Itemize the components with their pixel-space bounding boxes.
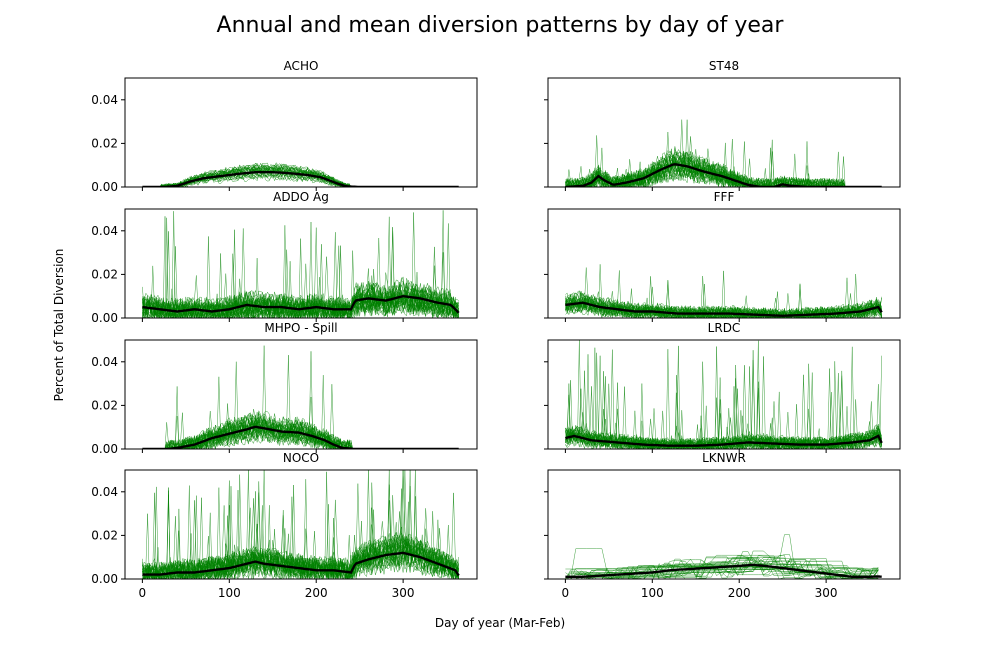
y-tick-label: 0.00 — [91, 311, 118, 325]
annual-series-line — [565, 551, 879, 579]
annual-series-line — [142, 174, 459, 187]
annual-series-line — [565, 564, 879, 579]
y-tick-label: 0.02 — [91, 528, 118, 542]
mean-series-line — [565, 434, 883, 447]
panel-frame — [547, 469, 901, 580]
panel-frame — [124, 77, 478, 188]
x-axis-label: Day of year (Mar-Feb) — [435, 616, 565, 630]
y-tick-label: 0.00 — [91, 442, 118, 456]
annual-series-line — [142, 172, 459, 187]
x-tick-label: 0 — [139, 586, 147, 600]
panel-frame — [547, 77, 901, 188]
figure-title: Annual and mean diversion patterns by da… — [217, 13, 785, 38]
panel-title: LKNWR — [702, 451, 746, 465]
panel-title: LRDC — [708, 321, 741, 335]
mean-series-line — [142, 171, 459, 187]
annual-series-line — [565, 557, 879, 579]
y-tick-label: 0.00 — [91, 572, 118, 586]
mean-series-line — [565, 163, 882, 187]
y-tick-label: 0.02 — [91, 136, 118, 150]
panel-st48: ST48 — [544, 59, 901, 191]
panel-mhpo-spill: 0.00 0.02 0.04 MHPO - Spill — [91, 321, 478, 456]
panel-addo-ag: 0.00 0.02 0.04 ADDO Ag — [91, 190, 478, 325]
annual-lines — [142, 470, 459, 579]
annual-series-line — [142, 275, 459, 318]
annual-series-line — [142, 217, 459, 318]
y-axis-label: Percent of Total Diversion — [52, 249, 66, 402]
annual-series-line — [565, 567, 879, 579]
x-tick-label: 0 — [562, 586, 570, 600]
panel-lknwr: 0 100 200 300 LKNWR — [544, 451, 901, 600]
annual-lines — [142, 210, 459, 318]
x-tick-label: 200 — [728, 586, 751, 600]
panel-lrdc: LRDC — [544, 321, 901, 453]
y-tick-label: 0.04 — [91, 485, 118, 499]
panel-frame — [547, 339, 901, 450]
panel-frame — [547, 208, 901, 319]
panel-frame — [124, 208, 478, 319]
annual-series-line — [142, 386, 459, 449]
annual-series-line — [565, 565, 879, 579]
x-tick-label: 100 — [218, 586, 241, 600]
panel-title: ST48 — [709, 59, 739, 73]
x-tick-label: 100 — [641, 586, 664, 600]
mean-series-line — [142, 294, 460, 314]
x-tick-label: 200 — [305, 586, 328, 600]
annual-series-line — [142, 166, 459, 187]
panel-frame — [124, 469, 478, 580]
annual-series-line — [565, 151, 882, 187]
annual-series-line — [142, 423, 459, 449]
y-tick-label: 0.02 — [91, 267, 118, 281]
panel-title: MHPO - Spill — [264, 321, 337, 335]
panel-title: ADDO Ag — [273, 190, 329, 204]
annual-series-line — [565, 340, 882, 449]
annual-series-line — [142, 227, 459, 318]
x-tick-label: 300 — [392, 586, 415, 600]
annual-series-line — [142, 484, 459, 579]
x-tick-label: 300 — [815, 586, 838, 600]
y-tick-label: 0.02 — [91, 398, 118, 412]
panel-fff: FFF — [544, 190, 901, 322]
annual-series-line — [142, 425, 459, 449]
annual-series-line — [142, 164, 459, 187]
y-tick-label: 0.00 — [91, 180, 118, 194]
mean-series-line — [142, 425, 459, 449]
annual-series-line — [142, 212, 459, 318]
annual-series-line — [142, 479, 459, 579]
mean-series-line — [142, 551, 460, 577]
panel-acho: 0.00 0.02 0.04 ACHO — [91, 59, 478, 194]
annual-series-line — [565, 534, 879, 579]
mean-series-line — [565, 563, 882, 578]
annual-series-line — [142, 166, 459, 187]
panels: 0.00 0.02 0.04 ACHO ST48 0.00 0.02 0.04 ADDO Ag F… — [91, 59, 901, 600]
panel-noco: 0.00 0.02 0.04 0 100 200 300 NOCO — [91, 451, 478, 600]
annual-series-line — [565, 563, 879, 579]
y-tick-label: 0.04 — [91, 355, 118, 369]
annual-series-line — [565, 267, 882, 318]
panel-title: NOCO — [283, 451, 319, 465]
annual-series-line — [565, 131, 882, 187]
annual-series-line — [142, 345, 459, 449]
y-tick-label: 0.04 — [91, 93, 118, 107]
panel-frame — [124, 339, 478, 450]
mean-series-line — [565, 301, 883, 318]
annual-series-line — [565, 554, 879, 579]
y-tick-label: 0.04 — [91, 224, 118, 238]
annual-series-line — [565, 279, 882, 318]
panel-title: ACHO — [284, 59, 319, 73]
panel-title: FFF — [714, 190, 735, 204]
